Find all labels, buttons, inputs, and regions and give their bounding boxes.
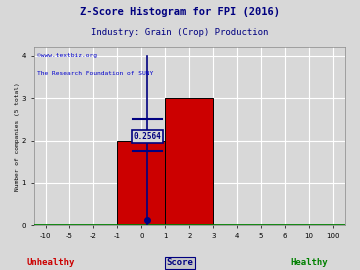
Text: Z-Score Histogram for FPI (2016): Z-Score Histogram for FPI (2016) <box>80 7 280 17</box>
Bar <box>117 140 165 225</box>
Text: ©www.textbiz.org: ©www.textbiz.org <box>37 53 96 58</box>
Text: Healthy: Healthy <box>291 258 328 267</box>
Text: Industry: Grain (Crop) Production: Industry: Grain (Crop) Production <box>91 28 269 37</box>
Y-axis label: Number of companies (5 total): Number of companies (5 total) <box>15 82 20 191</box>
Bar <box>165 98 213 225</box>
Text: 0.2564: 0.2564 <box>134 132 161 141</box>
Text: Score: Score <box>167 258 193 267</box>
Text: The Research Foundation of SUNY: The Research Foundation of SUNY <box>37 70 153 76</box>
Text: Unhealthy: Unhealthy <box>26 258 75 267</box>
